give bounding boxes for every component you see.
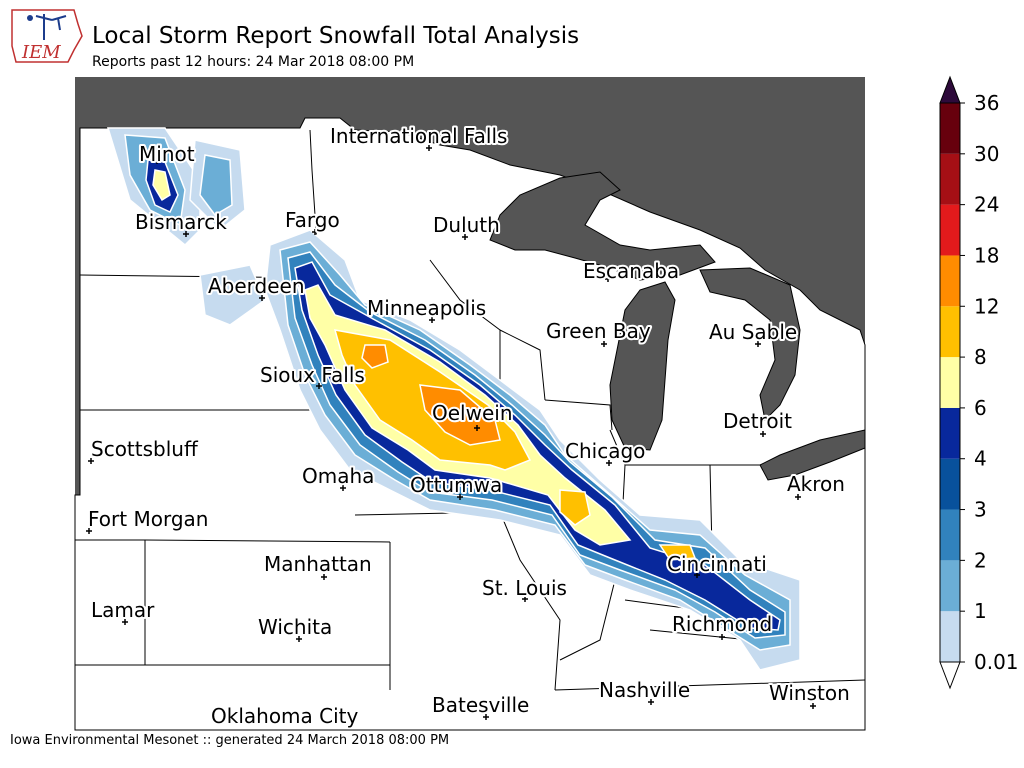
city-labels: International Falls Minot Bismarck Fargo…	[86, 122, 852, 730]
city-label: Lamar	[91, 598, 155, 622]
city-label: Escanaba	[583, 259, 679, 283]
city-label: Cincinnati	[667, 552, 767, 576]
city-label: Batesville	[432, 693, 529, 717]
colorbar-tick-label: 18	[974, 243, 999, 267]
city-label: St. Louis	[482, 576, 567, 600]
colorbar-segment	[940, 458, 960, 510]
colorbar-segment	[940, 204, 960, 256]
colorbar-tick-label: 8	[974, 345, 987, 369]
iowa-outline-icon	[11, 9, 83, 63]
page-subtitle: Reports past 12 hours: 24 Mar 2018 08:00…	[92, 54, 415, 70]
city-label: Fort Morgan	[88, 507, 208, 531]
city-label: Minneapolis	[367, 296, 486, 320]
city-label: Aberdeen	[208, 274, 305, 298]
colorbar-tick-label: 2	[974, 548, 987, 572]
lake-erie	[759, 429, 866, 481]
sensor-icon	[27, 15, 33, 21]
logo-text: IEM	[21, 42, 61, 63]
lake-huron	[699, 267, 801, 422]
city-label: Manhattan	[264, 552, 372, 576]
colorbar-segment	[940, 255, 960, 307]
colorbar-segment	[940, 509, 960, 561]
city-label: Minot	[139, 142, 195, 166]
city-label: International Falls	[330, 124, 507, 148]
city-label: Oelwein	[432, 401, 513, 425]
city-label: Richmond	[672, 612, 772, 636]
colorbar-tick-label: 12	[974, 294, 999, 318]
colorbar-segment	[940, 153, 960, 205]
city-label: Akron	[787, 472, 845, 496]
city-label: Nashville	[599, 678, 690, 702]
colorbar-segment	[940, 103, 960, 154]
page-title: Local Storm Report Snowfall Total Analys…	[92, 23, 580, 49]
colorbar-tick-label: 3	[974, 498, 987, 522]
colorbar-tick-label: 6	[974, 396, 987, 420]
colorbar-tick-label: 0.01	[974, 650, 1019, 674]
city-label: Scottsbluff	[91, 437, 199, 461]
colorbar-tick-label: 36	[974, 91, 999, 115]
city-label: Oklahoma City	[211, 704, 359, 728]
colorbar-under-arrow	[939, 661, 961, 690]
city-label: Winston	[769, 681, 850, 705]
city-label: Fargo	[285, 208, 340, 232]
city-label: Ottumwa	[410, 473, 502, 497]
city-label: Sioux Falls	[260, 363, 365, 387]
city-label: Green Bay	[546, 319, 651, 343]
city-label: Bismarck	[135, 210, 227, 234]
colorbar-tick-label: 1	[974, 599, 987, 623]
colorbar-segment	[940, 611, 960, 662]
colorbar-over-arrow	[939, 75, 961, 104]
city-label: Duluth	[433, 213, 500, 237]
city-label: Detroit	[723, 409, 792, 433]
city-label: Chicago	[565, 439, 645, 463]
colorbar-segment	[940, 306, 960, 358]
iem-logo: IEM	[11, 9, 83, 63]
footer-credit: Iowa Environmental Mesonet :: generated …	[10, 733, 450, 748]
lake-michigan	[609, 281, 676, 451]
colorbar-segment	[940, 407, 960, 459]
colorbar-tick-label: 30	[974, 142, 999, 166]
weather-tower-icon	[35, 14, 67, 40]
city-label: Omaha	[302, 464, 374, 488]
snowfall-contours	[106, 127, 801, 671]
colorbar-tick-label: 4	[974, 447, 987, 471]
city-label: Au Sable	[709, 320, 797, 344]
colorbar-tick-label: 24	[974, 193, 999, 217]
colorbar-segment	[940, 560, 960, 612]
city-markers	[86, 145, 816, 720]
colorbar-segment	[940, 357, 960, 408]
city-label: Wichita	[258, 615, 332, 639]
colorbar-frame	[939, 102, 961, 663]
lake-superior	[489, 171, 716, 281]
